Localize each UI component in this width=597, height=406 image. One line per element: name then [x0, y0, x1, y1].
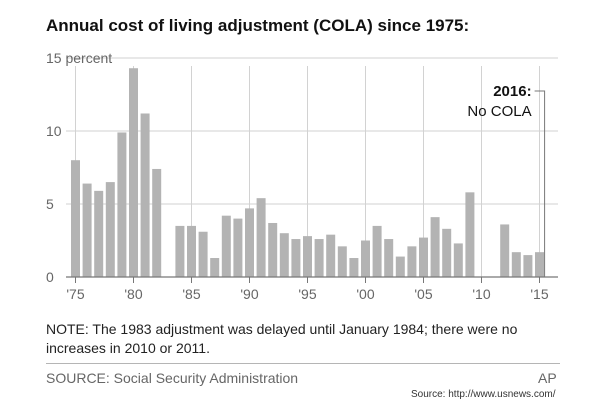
bar — [442, 228, 452, 277]
chart-title: Annual cost of living adjustment (COLA) … — [46, 16, 470, 35]
bars — [71, 68, 544, 277]
source-url: Source: http://www.usnews.com/ — [411, 389, 556, 400]
bar — [152, 168, 162, 277]
bar — [361, 240, 370, 277]
bar — [430, 217, 440, 277]
bar — [407, 246, 417, 277]
y-tick-label: 0 — [46, 269, 54, 285]
bar — [453, 243, 463, 277]
credit-text: AP — [538, 370, 557, 386]
bar — [268, 222, 278, 277]
bar — [337, 246, 347, 277]
source-text: SOURCE: Social Security Administration — [46, 370, 299, 386]
y-tick-label: 15 percent — [46, 50, 112, 66]
axes: 0 5 10 15 percent '75 '80 '85 '90 '95 '00 '05 '10 '1… — [46, 50, 558, 302]
bar — [256, 198, 266, 277]
bar — [233, 218, 243, 277]
x-tick-label: '05 — [414, 286, 432, 302]
bar — [395, 256, 405, 277]
bar — [303, 236, 312, 277]
bar — [117, 132, 127, 277]
x-tick-label: '10 — [472, 286, 490, 302]
bar — [71, 160, 80, 277]
x-tick-label: '00 — [356, 286, 374, 302]
x-tick-label: '85 — [182, 286, 200, 302]
bar — [175, 225, 185, 277]
bar — [245, 208, 254, 277]
bar — [511, 252, 521, 277]
annotation-text: No COLA — [467, 103, 531, 120]
bar — [291, 239, 301, 277]
bar — [210, 258, 220, 277]
bar — [198, 231, 208, 277]
bar — [419, 237, 428, 277]
bar — [105, 182, 115, 277]
annotation-year: 2016: — [493, 83, 531, 100]
bar — [221, 215, 231, 277]
bar — [384, 239, 394, 277]
x-tick-label: '75 — [66, 286, 84, 302]
y-tick-label: 5 — [46, 196, 54, 212]
bar — [279, 233, 289, 277]
y-tick-label: 10 — [46, 123, 62, 139]
x-tick-label: '15 — [530, 286, 548, 302]
bar — [465, 192, 475, 277]
bar — [129, 68, 138, 277]
bar — [140, 113, 150, 277]
annotation-line — [534, 90, 546, 277]
x-tick-label: '95 — [298, 286, 316, 302]
bar — [82, 183, 92, 277]
x-tick-label: '80 — [124, 286, 142, 302]
bar — [535, 252, 544, 277]
annotation: 2016: No COLA — [467, 83, 546, 277]
bar — [326, 234, 336, 277]
x-tick-label: '90 — [240, 286, 258, 302]
bar — [523, 255, 533, 277]
bar — [372, 225, 382, 277]
divider — [46, 363, 560, 364]
bar — [349, 258, 359, 277]
bar — [187, 225, 196, 277]
bar — [94, 190, 104, 277]
footnote: NOTE: The 1983 adjustment was delayed un… — [46, 321, 518, 356]
bar — [314, 239, 324, 277]
bar — [500, 224, 510, 277]
